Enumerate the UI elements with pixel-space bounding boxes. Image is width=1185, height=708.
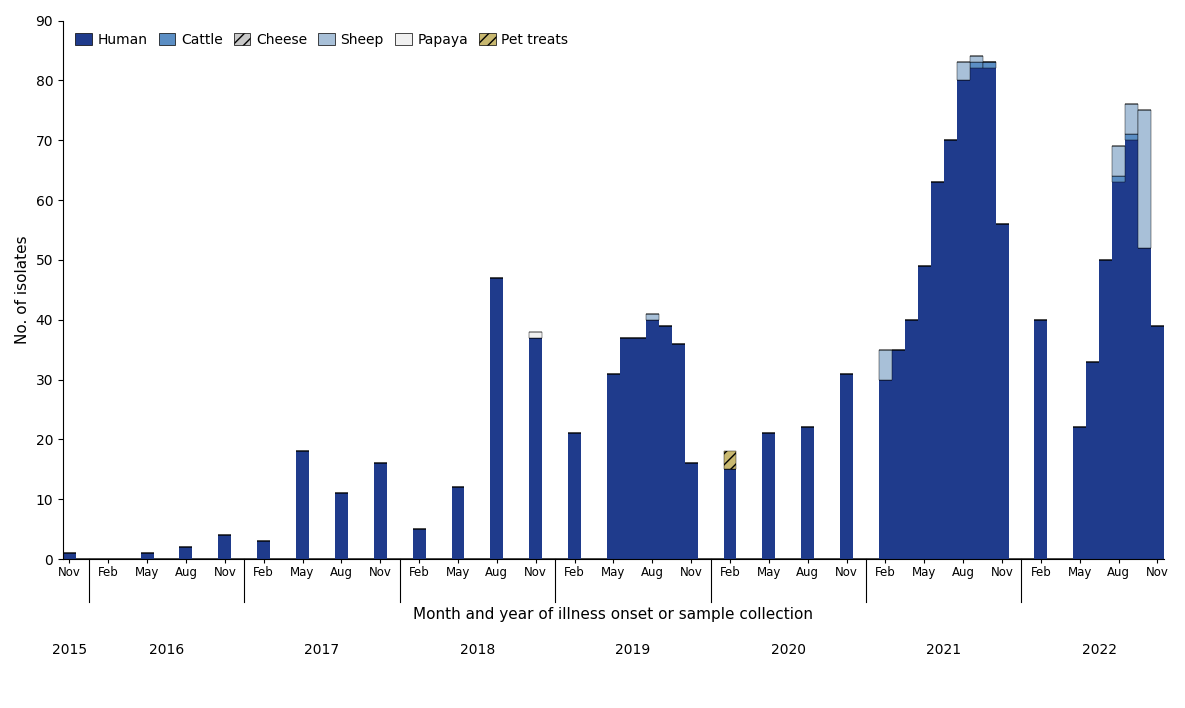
Bar [1113, 182, 1125, 559]
Bar [840, 374, 853, 559]
Text: 2015: 2015 [52, 643, 87, 656]
Bar [568, 433, 581, 559]
Bar [1125, 140, 1138, 559]
Bar [982, 69, 995, 559]
Bar [930, 182, 943, 559]
Bar [1125, 135, 1138, 140]
Bar [491, 278, 504, 559]
Bar [943, 140, 956, 559]
Bar [633, 338, 646, 559]
Text: 2022: 2022 [1082, 643, 1116, 656]
Bar [1100, 260, 1113, 559]
Bar [530, 338, 543, 559]
Bar [724, 469, 737, 559]
Text: 2017: 2017 [305, 643, 340, 656]
Bar [1074, 428, 1087, 559]
Bar [335, 493, 348, 559]
Bar [179, 547, 192, 559]
Text: 2020: 2020 [770, 643, 806, 656]
Bar [1113, 176, 1125, 182]
Bar [672, 343, 685, 559]
Bar [1138, 248, 1151, 559]
Bar [1035, 320, 1048, 559]
Bar [969, 57, 982, 62]
Bar [918, 266, 930, 559]
Bar [218, 535, 231, 559]
Bar [1125, 104, 1138, 135]
Bar [646, 314, 659, 320]
Bar [1138, 110, 1151, 248]
Bar [879, 350, 892, 379]
X-axis label: Month and year of illness onset or sample collection: Month and year of illness onset or sampl… [414, 607, 813, 622]
Text: 2018: 2018 [460, 643, 495, 656]
Bar [762, 433, 775, 559]
Bar [982, 62, 995, 69]
Legend: Human, Cattle, Cheese, Sheep, Papaya, Pet treats: Human, Cattle, Cheese, Sheep, Papaya, Pe… [70, 28, 574, 52]
Text: 2016: 2016 [149, 643, 184, 656]
Bar [141, 553, 154, 559]
Bar [995, 224, 1008, 559]
Bar [956, 62, 969, 80]
Bar [969, 62, 982, 69]
Bar [801, 428, 814, 559]
Y-axis label: No. of isolates: No. of isolates [15, 236, 30, 344]
Bar [969, 69, 982, 559]
Bar [1087, 362, 1100, 559]
Bar [620, 338, 633, 559]
Bar [685, 463, 698, 559]
Bar [1151, 326, 1164, 559]
Bar [724, 452, 737, 469]
Bar [956, 80, 969, 559]
Bar [412, 529, 425, 559]
Bar [530, 331, 543, 338]
Bar [63, 553, 76, 559]
Bar [373, 463, 386, 559]
Bar [607, 374, 620, 559]
Bar [1113, 146, 1125, 176]
Bar [257, 541, 270, 559]
Text: 2019: 2019 [615, 643, 651, 656]
Bar [659, 326, 672, 559]
Bar [451, 487, 465, 559]
Bar [892, 350, 905, 559]
Bar [879, 379, 892, 559]
Bar [905, 320, 918, 559]
Bar [296, 452, 309, 559]
Text: 2021: 2021 [927, 643, 961, 656]
Bar [646, 320, 659, 559]
